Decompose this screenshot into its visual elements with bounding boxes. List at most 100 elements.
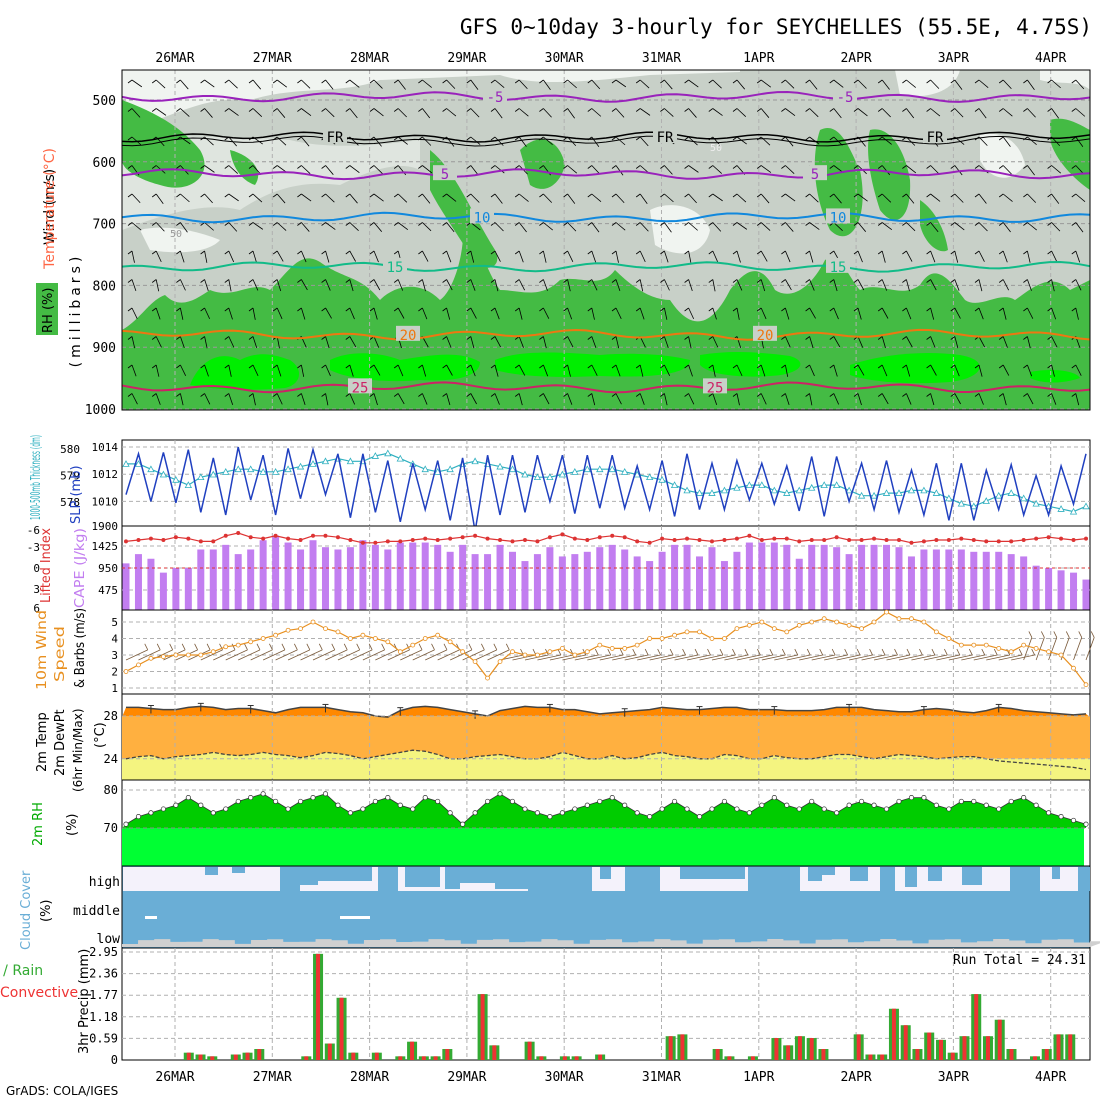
rh2m-point bbox=[559, 810, 565, 816]
lifted-index-point bbox=[1009, 539, 1014, 544]
rh2m-point bbox=[185, 795, 191, 801]
wind-barb bbox=[936, 654, 960, 661]
wind-barb-flag bbox=[418, 643, 423, 651]
rh2m-panel bbox=[121, 779, 1091, 867]
wind-barb bbox=[760, 279, 766, 292]
wind-barb bbox=[397, 279, 404, 291]
wind-barb bbox=[664, 108, 674, 117]
rh2m-point bbox=[584, 802, 590, 808]
wind-barb-flag bbox=[1023, 279, 1028, 283]
wind-barb bbox=[760, 250, 768, 262]
wind-barb-flag bbox=[1047, 108, 1052, 112]
wind-barb bbox=[1075, 79, 1085, 90]
wind-barb-flag bbox=[256, 643, 261, 651]
wind-barb bbox=[785, 222, 794, 232]
cape-bar bbox=[907, 556, 915, 610]
wind-barb-flag bbox=[466, 307, 472, 312]
precip-convective-bar bbox=[574, 1056, 579, 1060]
wind-barb bbox=[349, 193, 358, 204]
wind-barb bbox=[252, 364, 259, 377]
precip-convective-bar bbox=[715, 1049, 720, 1060]
wind-barb-flag bbox=[974, 364, 980, 369]
precip-convective-bar bbox=[198, 1054, 203, 1060]
wind-barb-flag bbox=[176, 108, 181, 112]
wind-barb bbox=[301, 393, 306, 406]
wind-barb-flag bbox=[466, 393, 472, 397]
rh-low-region bbox=[122, 70, 740, 130]
cape-bar bbox=[1045, 568, 1053, 610]
thickness-point bbox=[1082, 502, 1090, 510]
wind-barb bbox=[131, 364, 137, 377]
wind-barb-flag bbox=[127, 393, 133, 397]
wind-barb bbox=[567, 336, 574, 348]
pressure-tick-label: 700 bbox=[93, 218, 116, 233]
wind-barb bbox=[373, 336, 380, 348]
wind-barb bbox=[833, 193, 842, 204]
wind-barb-flag bbox=[684, 393, 689, 397]
cape-bar bbox=[720, 561, 728, 610]
isotherm-line bbox=[121, 211, 1091, 224]
lifted-index-point bbox=[473, 533, 478, 538]
rh2m-point bbox=[235, 798, 241, 804]
wind-barb bbox=[615, 136, 626, 146]
wind-barb-flag bbox=[563, 108, 568, 112]
wind-barb-flag bbox=[1071, 250, 1077, 255]
wind-barb bbox=[664, 307, 668, 320]
wind-speed-point bbox=[522, 652, 528, 658]
wind-barb-flag bbox=[1023, 222, 1028, 226]
wind-barb bbox=[1027, 364, 1033, 377]
precip-tick-label: 1.18 bbox=[89, 1010, 118, 1024]
thickness-point bbox=[321, 457, 330, 465]
wind-barb-flag bbox=[1023, 364, 1028, 369]
wind-speed-point bbox=[173, 652, 179, 658]
wind-barb-flag bbox=[877, 165, 883, 169]
wind-barb bbox=[954, 165, 963, 176]
cape-bar bbox=[1032, 565, 1040, 610]
wind-barb-flag bbox=[781, 193, 786, 198]
wind-barb-flag bbox=[272, 279, 278, 283]
wind-barb bbox=[180, 250, 185, 263]
precip-convective-bar bbox=[903, 1025, 908, 1060]
cape-bar bbox=[209, 549, 217, 610]
cape-bar bbox=[459, 544, 467, 610]
lifted-index-point bbox=[360, 540, 365, 545]
lifted-index-point bbox=[560, 532, 565, 537]
wind-barb bbox=[688, 364, 693, 377]
thickness-point bbox=[633, 470, 641, 478]
lifted-index-point bbox=[298, 538, 303, 542]
rh2m-point bbox=[696, 814, 703, 820]
thickness-point bbox=[496, 462, 504, 470]
wind-speed-point bbox=[697, 629, 702, 635]
rh2m-point bbox=[310, 795, 316, 801]
cape-bar bbox=[671, 544, 679, 610]
isotherm-line bbox=[121, 260, 1091, 273]
wind-barb bbox=[567, 307, 573, 320]
cape-bar bbox=[496, 544, 504, 610]
temperature-axis-label: Temperature (°C) bbox=[42, 148, 58, 270]
wind-speed-point bbox=[884, 609, 889, 615]
lifted-index-point bbox=[859, 538, 864, 542]
wind-barb bbox=[712, 79, 722, 89]
wind-barb bbox=[1027, 279, 1032, 291]
wind-speed-point bbox=[161, 654, 166, 660]
cape-bar bbox=[284, 542, 292, 610]
wind-barb bbox=[639, 136, 649, 147]
cape-bar bbox=[409, 542, 417, 610]
cloud-high-block bbox=[405, 867, 440, 887]
wind-barb bbox=[930, 336, 936, 348]
lifted-index-point bbox=[498, 538, 503, 542]
wind-barb bbox=[204, 250, 208, 263]
precip-convective-bar bbox=[562, 1056, 567, 1060]
cape-bar bbox=[1070, 572, 1078, 610]
wind-barb-flag bbox=[781, 136, 786, 141]
wind-barb-flag bbox=[611, 364, 617, 369]
rh2m-point bbox=[971, 798, 977, 804]
wind-barb bbox=[470, 307, 477, 319]
wind-barb bbox=[688, 222, 698, 231]
wind-barb bbox=[1051, 165, 1062, 174]
wind-barb-flag bbox=[345, 222, 351, 226]
wind-barb bbox=[180, 193, 190, 203]
wind-barb bbox=[449, 649, 473, 661]
